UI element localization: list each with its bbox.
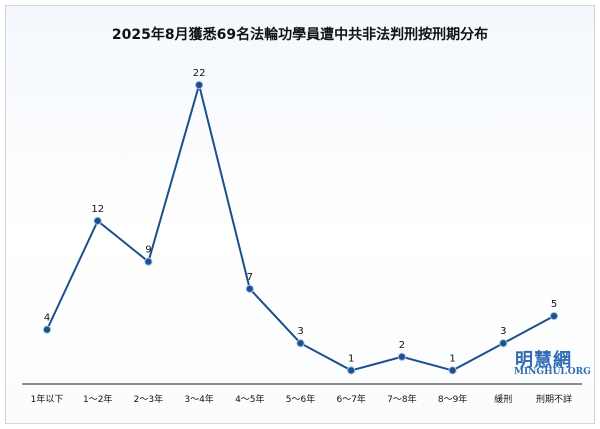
data-label: 5 xyxy=(551,299,557,310)
x-tick-label: 6～7年 xyxy=(336,393,365,405)
data-label: 3 xyxy=(297,326,303,337)
data-label: 22 xyxy=(193,68,206,79)
data-label: 1 xyxy=(348,353,354,364)
x-tick-label: 2～3年 xyxy=(134,393,163,405)
x-tick-label: 刑期不詳 xyxy=(536,393,572,405)
data-label: 9 xyxy=(145,245,151,256)
x-tick-label: 緩刑 xyxy=(494,393,512,405)
data-point xyxy=(549,311,559,321)
data-point xyxy=(296,339,305,348)
x-tick-label: 8～9年 xyxy=(438,393,467,405)
data-label: 3 xyxy=(500,326,506,337)
data-point xyxy=(347,366,356,375)
data-label: 1 xyxy=(449,353,455,364)
x-tick-label: 4～5年 xyxy=(235,393,264,405)
data-point xyxy=(397,352,406,361)
data-point xyxy=(499,339,508,348)
chart-frame xyxy=(5,5,595,424)
x-tick-label: 7～8年 xyxy=(387,393,416,405)
x-tick-label: 1～2年 xyxy=(83,393,112,405)
data-label: 2 xyxy=(399,340,405,351)
data-label: 12 xyxy=(91,204,104,215)
data-point xyxy=(42,325,52,334)
watermark-logo: 明慧網 xyxy=(515,350,572,371)
x-tick-label: 5～6年 xyxy=(286,393,315,405)
data-label: 4 xyxy=(44,313,50,324)
x-tick-label: 1年以下 xyxy=(31,393,64,405)
chart-title: 2025年8月獲悉69名法輪功學員遭中共非法判刑按刑期分布 xyxy=(111,27,489,43)
data-point xyxy=(245,284,254,293)
data-point xyxy=(195,80,204,90)
data-label: 7 xyxy=(247,272,253,283)
x-tick-label: 3～4年 xyxy=(184,393,213,405)
data-point xyxy=(144,257,153,266)
data-point xyxy=(93,216,102,226)
watermark-url: MINGHUI.ORG xyxy=(514,367,591,377)
x-tick-labels: 1年以下 1～2年 2～3年 3～4年 4～5年 5～6年 6～7年 7～8年 8～9年 緩刑 刑期… xyxy=(31,393,572,405)
data-point xyxy=(448,366,457,375)
